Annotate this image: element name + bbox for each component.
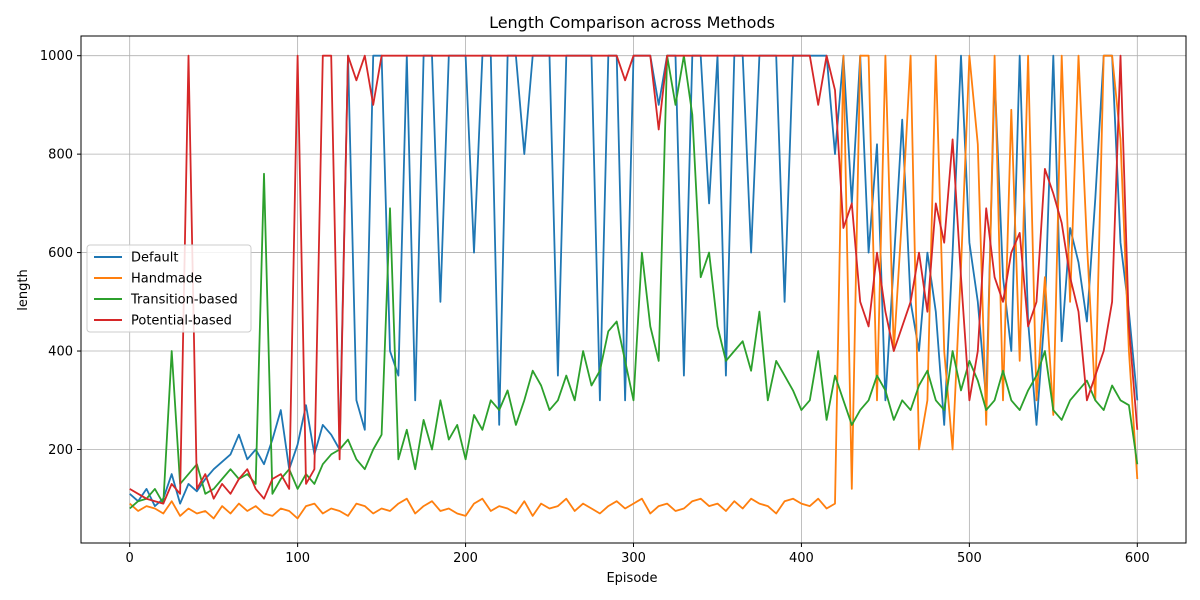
y-tick-label: 800 [48, 148, 73, 163]
y-axis-label: length [16, 269, 31, 310]
series-lines [129, 54, 1139, 520]
legend-label-handmade: Handmade [131, 272, 202, 287]
y-tick-label: 1000 [40, 49, 73, 64]
legend: Default Handmade Transition-based Potential… [86, 244, 252, 333]
y-tick-label: 200 [48, 443, 73, 458]
series-line-transition-based [129, 54, 1139, 510]
legend-label-potential-based: Potential-based [131, 314, 232, 329]
x-tick-label: 300 [621, 551, 646, 566]
legend-box [86, 244, 252, 333]
y-tick-label: 600 [48, 246, 73, 261]
y-axis-ticks: 200 400 600 800 1000 [40, 49, 81, 458]
y-tick-label: 400 [48, 345, 73, 360]
x-tick-label: 0 [126, 551, 134, 566]
legend-items: Default Handmade Transition-based Potential… [94, 251, 238, 329]
x-axis-ticks: 0 100 200 300 400 500 600 [126, 543, 1150, 566]
chart-title: Length Comparison across Methods [489, 13, 775, 32]
series-line-potential-based [129, 54, 1139, 505]
x-axis-label: Episode [606, 571, 657, 586]
x-tick-label: 200 [453, 551, 478, 566]
x-tick-label: 100 [285, 551, 310, 566]
series-line-handmade [129, 54, 1139, 520]
x-tick-label: 600 [1125, 551, 1150, 566]
x-tick-label: 400 [789, 551, 814, 566]
legend-label-transition-based: Transition-based [130, 293, 238, 308]
x-tick-label: 500 [957, 551, 982, 566]
legend-label-default: Default [131, 251, 179, 266]
